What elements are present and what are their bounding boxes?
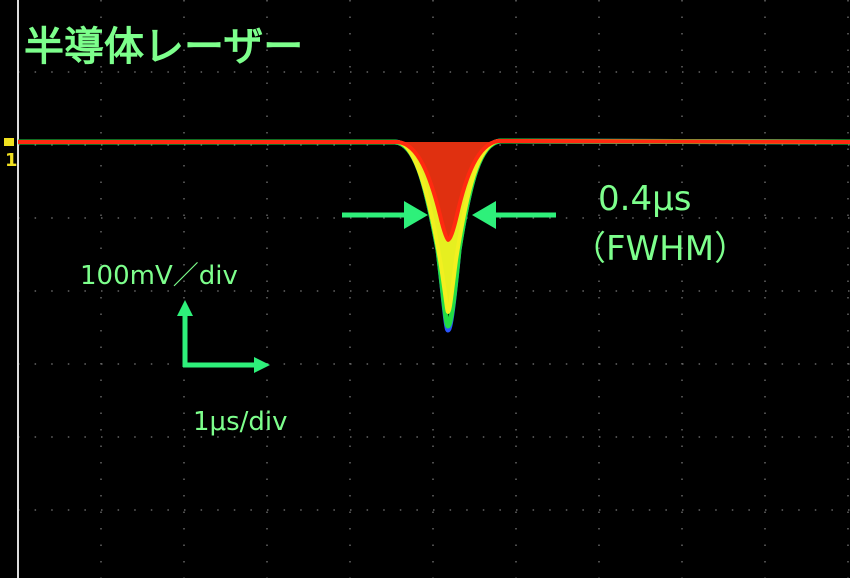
pulse-width: 0.4μs	[598, 179, 691, 219]
page: 1 半導体レーザー 0.4μs （FWHM） 100mV／div 1μs/div…	[0, 0, 850, 578]
scope-screen: 1 半導体レーザー 0.4μs （FWHM） 100mV／div 1μs/div	[0, 0, 850, 578]
channel-marker: 1	[5, 150, 18, 171]
horizontal-scale: 1μs/div	[193, 407, 288, 437]
channel-marker-flag	[4, 138, 14, 146]
title: 半導体レーザー	[24, 24, 303, 70]
pulse-width-note: （FWHM）	[572, 229, 748, 269]
vertical-scale: 100mV／div	[80, 261, 238, 291]
